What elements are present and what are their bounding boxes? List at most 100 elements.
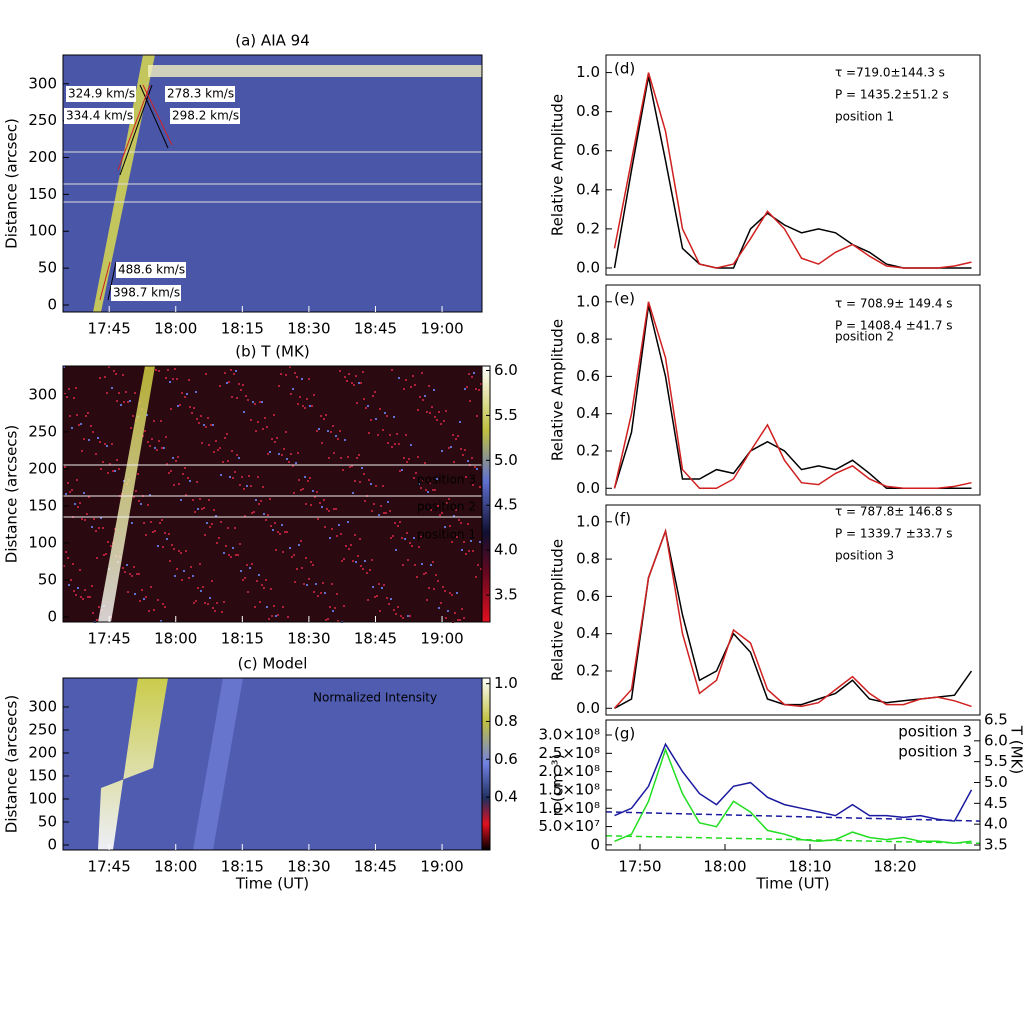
pixel [195,600,197,602]
pixel [230,556,232,558]
y-tick-label: 0.4 [576,180,600,198]
pixel [147,441,149,443]
pixel [414,564,416,566]
x-tick-label: 18:00 [154,630,197,648]
pixel [475,388,477,390]
y-axis-label: Relative Amplitude [549,319,567,461]
pixel [425,489,427,491]
pixel [370,483,372,485]
pixel [164,532,166,534]
pixel [318,428,320,430]
pixel [70,579,72,581]
pixel [149,445,151,447]
x-tick-label: 18:00 [154,858,197,876]
x-tick-label: 19:00 [420,630,463,648]
pixel [382,429,384,431]
colorbar [482,366,490,622]
x-axis-label: Time (UT) [235,875,309,893]
pixel [68,388,70,390]
pixel [228,554,230,556]
pixel [286,531,288,533]
pixel [144,430,146,432]
pixel [394,443,396,445]
pixel [407,615,409,617]
pixel [129,573,131,575]
x-tick-label: 18:00 [703,858,746,876]
pixel [371,510,373,512]
pixel [100,468,102,470]
pixel [325,619,327,621]
colorbar-tick-label: 0.8 [494,712,518,730]
pixel [377,434,379,436]
pixel [150,586,152,588]
pixel [439,514,441,516]
pixel [304,407,306,409]
pixel [313,394,315,396]
pixel [256,580,258,582]
pixel [448,447,450,449]
x-tick-label: 18:30 [287,858,330,876]
pixel [225,545,227,547]
pixel [238,457,240,459]
pixel [362,371,364,373]
pixel [283,448,285,450]
pixel [69,415,71,417]
pixel [207,417,209,419]
pixel [478,389,480,391]
pixel [391,369,393,371]
annotation: position 2 [417,500,476,514]
y-tick-label: 1.0 [576,292,600,310]
y-tick-label: 0.2 [576,441,600,459]
y-tick-label: 150 [28,496,57,514]
pixel [78,424,80,426]
pixel [77,506,79,508]
pixel [375,418,377,420]
pixel [219,385,221,387]
pixel [347,456,349,458]
pixel [148,610,150,612]
pixel [335,508,337,510]
pixel [311,405,313,407]
pixel [272,529,274,531]
pixel [389,510,391,512]
pixel [381,587,383,589]
pixel [172,378,174,380]
pixel [77,587,79,589]
pixel [419,396,421,398]
pixel [84,519,86,521]
pixel [408,458,410,460]
x-tick-label: 17:45 [88,858,131,876]
pixel [82,598,84,600]
pixel [210,424,212,426]
pixel [177,405,179,407]
y-tick-label: 150 [28,766,57,784]
panel-title: (c) Model [238,655,308,673]
pixel [409,542,411,544]
pixel [274,522,276,524]
pixel [360,382,362,384]
pixel [189,406,191,408]
pixel [432,489,434,491]
pixel [75,594,77,596]
y-tick-label: 0.2 [576,219,600,237]
pixel [97,437,99,439]
pixel [170,470,172,472]
pixel [358,382,360,384]
pixel [409,615,411,617]
series-line [615,531,972,708]
pixel [287,616,289,618]
pixel [228,381,230,383]
pixel [120,404,122,406]
y-axis-label: Relative Amplitude [549,94,567,236]
pixel [138,573,140,575]
pixel [261,401,263,403]
pixel [86,513,88,515]
pixel [341,560,343,562]
pixel [295,462,297,464]
y-tick-label: 150 [28,185,57,203]
pixel [173,548,175,550]
pixel [192,575,194,577]
y-tick-label: 100 [28,789,57,807]
pixel [453,461,455,463]
